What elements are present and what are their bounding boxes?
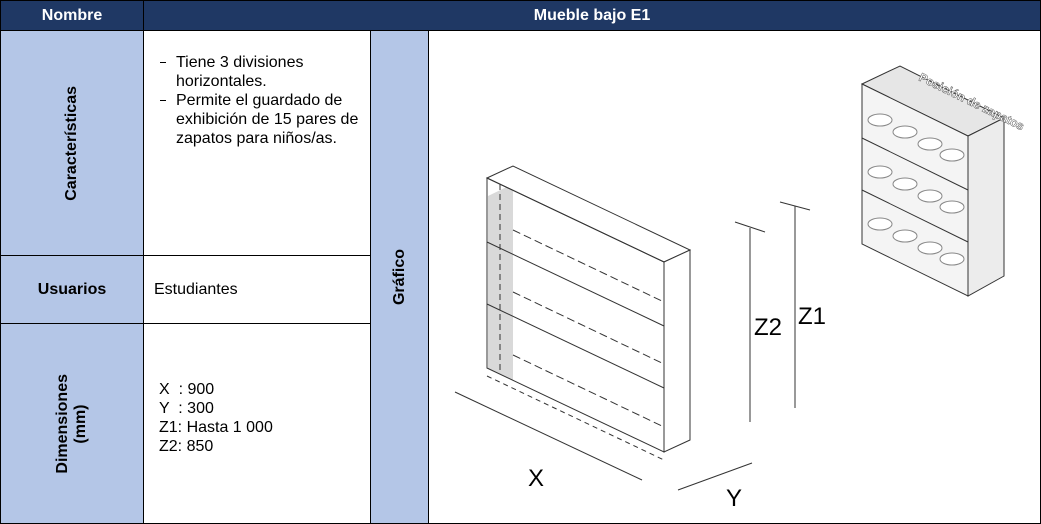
dim-label: Y (726, 485, 742, 512)
dimension-line: Z2: 850 (159, 438, 214, 455)
header-name-label: Nombre (0, 0, 144, 31)
shelf-back (512, 354, 665, 428)
side-face (663, 249, 691, 453)
inset-shelf (861, 189, 969, 243)
dim-label: Z2 (754, 314, 782, 341)
characteristics-list: Tiene 3 divisiones horizontales. Permite… (154, 53, 362, 148)
characteristics-cell: Tiene 3 divisiones horizontales. Permite… (143, 30, 371, 256)
dim-label: Z1 (798, 303, 826, 330)
dash (160, 100, 166, 101)
row-label-cell: Características (0, 30, 144, 256)
inset-shelf (861, 137, 969, 191)
shelf-back (512, 229, 665, 303)
shelf-back (512, 291, 665, 365)
dim-x (454, 391, 643, 481)
dash (160, 62, 166, 63)
tick (734, 221, 766, 233)
list-item: Tiene 3 divisiones horizontales. (154, 53, 362, 91)
shelf (486, 303, 665, 389)
item-text: Tiene 3 divisiones horizontales. (176, 54, 304, 90)
dim-y (677, 462, 753, 491)
list-item: Permite el guardado de exhibición de 15 … (154, 91, 362, 148)
base-line (486, 375, 665, 461)
tick (779, 201, 811, 211)
dimension-line: Z1: Hasta 1 000 (159, 419, 273, 436)
item-text: Permite el guardado de exhibición de 15 … (176, 92, 359, 147)
dimension-line: X : 900 (159, 381, 215, 398)
top-face (485, 165, 692, 263)
shade (488, 184, 513, 380)
shelf (486, 241, 665, 327)
dimension-line: Y : 300 (159, 400, 214, 417)
dim-label: X (528, 465, 544, 492)
row-label-cell: Dimensiones (mm) (0, 323, 144, 524)
shoes (867, 113, 965, 266)
inset-side (967, 117, 1005, 297)
